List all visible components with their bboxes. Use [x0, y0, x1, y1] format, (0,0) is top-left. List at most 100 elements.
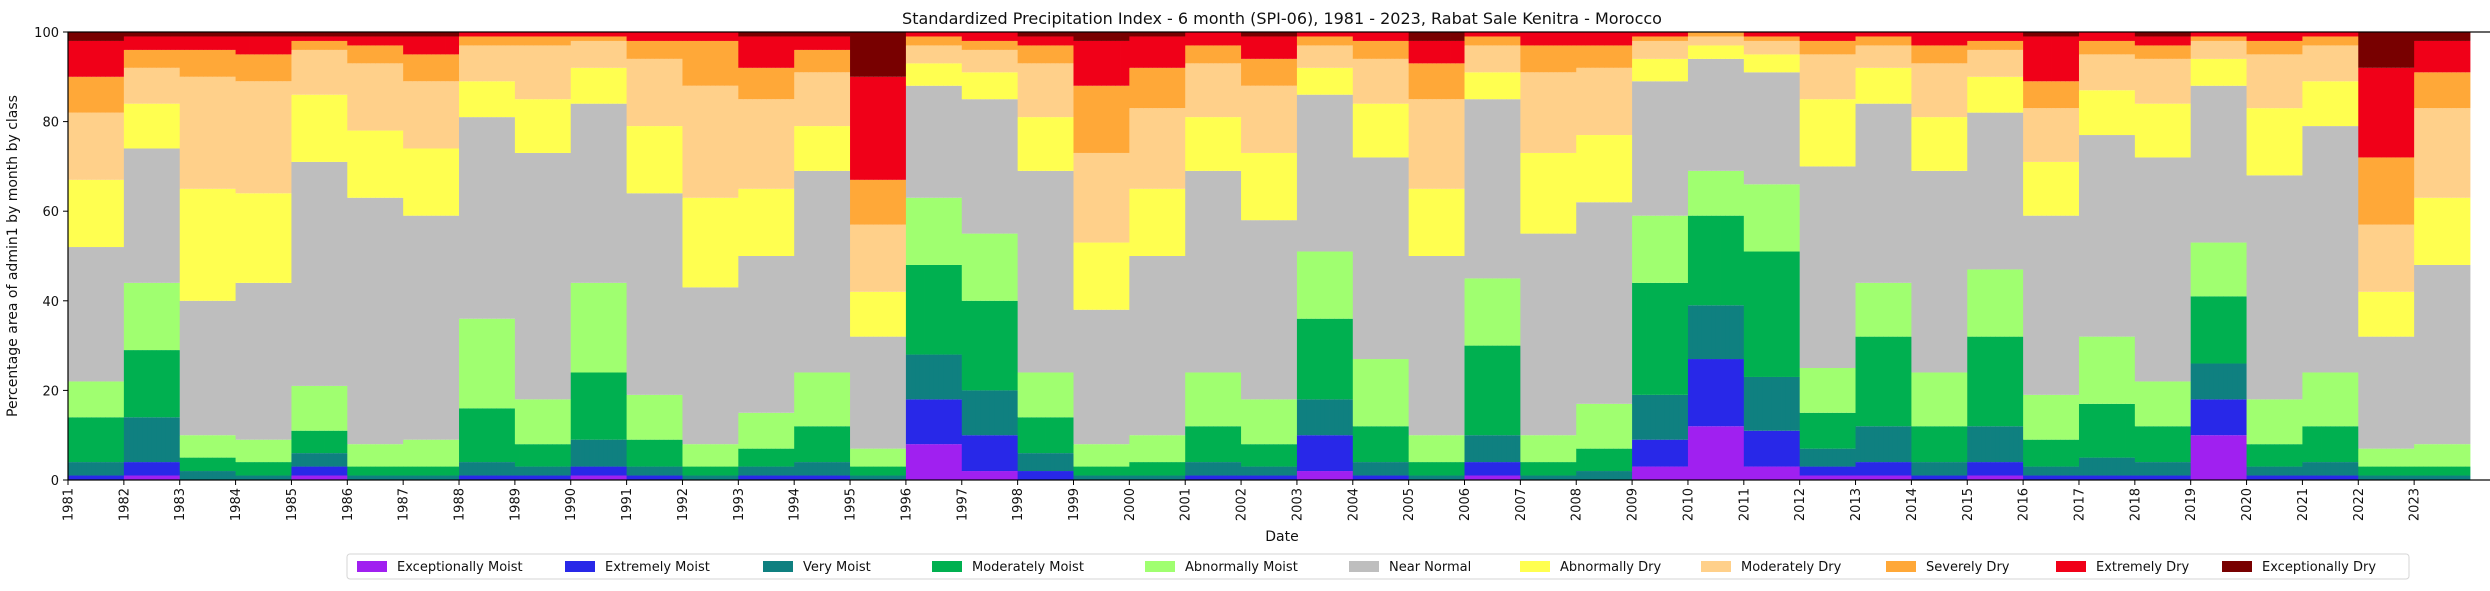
bar-segment: [315, 476, 320, 480]
bar-segment: [347, 467, 352, 476]
bar-segment: [1860, 426, 1865, 462]
bar-segment: [259, 81, 264, 193]
bar-segment: [1018, 372, 1023, 417]
bar-segment: [766, 36, 771, 67]
bar-segment: [1762, 36, 1767, 40]
bar-segment: [1260, 32, 1265, 36]
bar-segment: [1302, 471, 1307, 480]
bar-segment: [2335, 45, 2340, 81]
bar-segment: [878, 292, 883, 337]
bar-segment: [2256, 54, 2261, 108]
bar-segment: [240, 462, 245, 475]
bar-segment: [1627, 32, 1632, 45]
bar-segment: [2256, 444, 2261, 466]
bar-segment: [911, 399, 916, 444]
bar-segment: [2028, 440, 2033, 467]
bar-segment: [1362, 462, 1367, 475]
bar-segment: [1460, 476, 1465, 480]
bar-segment: [1939, 32, 1944, 45]
bar-segment: [901, 467, 906, 476]
bar-segment: [1069, 171, 1074, 373]
bar-segment: [1348, 45, 1353, 67]
bar-segment: [1888, 426, 1893, 462]
bar-segment: [2209, 364, 2214, 400]
bar-segment: [1362, 59, 1367, 104]
bar-segment: [580, 476, 585, 480]
bar-segment: [883, 476, 888, 480]
bar-segment: [2060, 440, 2065, 467]
bar-segment: [2451, 467, 2456, 476]
bar-segment: [310, 431, 315, 453]
bar-segment: [2191, 435, 2196, 480]
bar-segment: [696, 467, 701, 476]
bar-segment: [682, 32, 687, 41]
bar-segment: [2177, 381, 2182, 426]
bar-segment: [1665, 81, 1670, 215]
bar-segment: [473, 319, 478, 409]
bar-segment: [226, 435, 231, 457]
bar-segment: [1818, 413, 1823, 449]
bar-segment: [2102, 54, 2107, 90]
bar-segment: [1413, 476, 1418, 480]
bar-segment: [1907, 45, 1912, 67]
bar-segment: [855, 32, 860, 77]
bar-segment: [1516, 278, 1521, 345]
bar-segment: [1232, 171, 1237, 373]
bar-segment: [1488, 32, 1493, 36]
bar-segment: [1977, 337, 1982, 427]
bar-segment: [338, 467, 343, 476]
bar-segment: [845, 462, 850, 475]
bar-segment: [1157, 189, 1162, 256]
bar-segment: [780, 189, 785, 256]
bar-segment: [2102, 458, 2107, 476]
bar-segment: [790, 449, 795, 467]
bar-segment: [180, 32, 185, 36]
bar-segment: [571, 476, 576, 480]
bar-segment: [1967, 269, 1972, 336]
bar-segment: [1809, 99, 1814, 166]
bar-segment: [2135, 157, 2140, 381]
bar-segment: [2112, 476, 2117, 480]
bar-segment: [496, 36, 501, 45]
bar-segment: [1721, 216, 1726, 306]
bar-segment: [73, 113, 78, 180]
bar-segment: [1413, 41, 1418, 63]
bar-segment: [1204, 117, 1209, 171]
bar-segment: [2251, 54, 2256, 108]
bar-segment: [534, 476, 539, 480]
bar-segment: [1143, 256, 1148, 435]
bar-segment: [627, 476, 632, 480]
bar-segment: [1809, 32, 1814, 41]
bar-segment: [1474, 476, 1479, 480]
bar-segment: [119, 247, 124, 381]
bar-segment: [133, 50, 138, 68]
bar-segment: [291, 36, 296, 40]
bar-segment: [1236, 426, 1241, 462]
bar-segment: [1828, 32, 1833, 41]
bar-segment: [2028, 467, 2033, 476]
bar-segment: [2005, 113, 2010, 270]
bar-segment: [1190, 32, 1195, 45]
bar-segment: [2377, 32, 2382, 68]
bar-segment: [2400, 68, 2405, 158]
bar-segment: [1748, 377, 1753, 431]
bar-segment: [1790, 41, 1795, 54]
bar-segment: [1911, 32, 1916, 45]
bar-segment: [1148, 108, 1153, 189]
bar-segment: [1865, 462, 1870, 475]
bar-segment: [1041, 117, 1046, 171]
bar-segment: [1241, 220, 1246, 399]
bar-segment: [2382, 449, 2387, 467]
bar-segment: [641, 440, 646, 467]
bar-segment: [1134, 435, 1139, 462]
bar-segment: [2368, 225, 2373, 292]
bar-segment: [710, 467, 715, 476]
bar-segment: [2274, 108, 2279, 175]
bar-segment: [2372, 292, 2377, 337]
bar-segment: [1288, 86, 1293, 153]
bar-segment: [1120, 476, 1125, 480]
bar-segment: [762, 256, 767, 413]
bar-segment: [2316, 462, 2321, 475]
bar-segment: [1427, 476, 1432, 480]
bar-segment: [836, 50, 841, 72]
